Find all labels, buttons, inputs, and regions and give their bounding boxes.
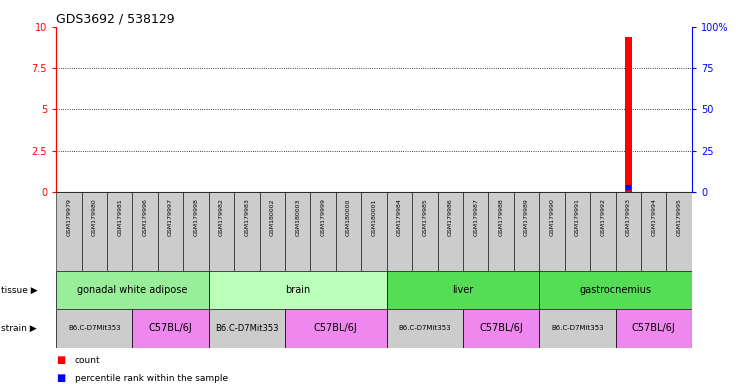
Text: GSM179991: GSM179991 [575, 198, 580, 236]
Bar [387, 309, 463, 348]
Bar [539, 192, 565, 271]
Text: GSM179981: GSM179981 [117, 198, 122, 236]
Text: GSM179995: GSM179995 [677, 198, 681, 236]
Text: GSM179990: GSM179990 [550, 198, 554, 236]
Text: GSM179986: GSM179986 [448, 198, 453, 236]
Text: GSM179993: GSM179993 [626, 198, 631, 236]
Text: C57BL/6J: C57BL/6J [314, 323, 358, 333]
Bar [56, 271, 209, 309]
Bar [310, 192, 336, 271]
Text: GSM179998: GSM179998 [194, 198, 198, 236]
Text: B6.C-D7Mit353: B6.C-D7Mit353 [215, 324, 278, 333]
Bar [514, 192, 539, 271]
Bar [641, 192, 666, 271]
Text: GSM179989: GSM179989 [524, 198, 529, 236]
Bar [666, 192, 692, 271]
Bar [158, 192, 183, 271]
Text: percentile rank within the sample: percentile rank within the sample [75, 374, 228, 383]
Bar [132, 309, 209, 348]
Bar [616, 309, 692, 348]
Text: GSM179983: GSM179983 [245, 198, 249, 236]
Text: GSM180002: GSM180002 [270, 198, 275, 236]
Bar [438, 192, 463, 271]
Bar [107, 192, 132, 271]
Text: GSM179997: GSM179997 [168, 198, 173, 236]
Text: GSM180003: GSM180003 [295, 198, 300, 236]
Text: count: count [75, 356, 100, 365]
Bar [387, 271, 539, 309]
Text: GSM179994: GSM179994 [652, 198, 656, 236]
Bar [361, 192, 387, 271]
Bar [209, 309, 285, 348]
Text: GSM179984: GSM179984 [397, 198, 402, 236]
Bar [82, 192, 107, 271]
Text: GSM179985: GSM179985 [423, 198, 427, 236]
Bar [565, 192, 590, 271]
Text: GSM179987: GSM179987 [473, 198, 478, 236]
Bar [387, 192, 412, 271]
Text: B6.C-D7Mit353: B6.C-D7Mit353 [551, 325, 604, 331]
Bar [56, 192, 82, 271]
Text: GSM179988: GSM179988 [499, 198, 503, 236]
Text: ■: ■ [56, 355, 65, 365]
Text: gonadal white adipose: gonadal white adipose [77, 285, 188, 295]
Text: C57BL/6J: C57BL/6J [479, 323, 523, 333]
Bar [285, 192, 310, 271]
Bar [209, 192, 234, 271]
Bar [56, 309, 132, 348]
Text: GSM179999: GSM179999 [321, 198, 325, 236]
Text: brain: brain [285, 285, 310, 295]
Bar [183, 192, 209, 271]
Bar [488, 192, 514, 271]
Bar [625, 37, 632, 192]
Text: GSM179982: GSM179982 [219, 198, 224, 236]
Text: tissue ▶: tissue ▶ [1, 285, 38, 295]
Text: C57BL/6J: C57BL/6J [632, 323, 675, 333]
Text: GDS3692 / 538129: GDS3692 / 538129 [56, 13, 175, 26]
Text: GSM180001: GSM180001 [372, 198, 376, 236]
Text: GSM179980: GSM179980 [92, 198, 96, 236]
Bar [590, 192, 616, 271]
Text: ■: ■ [56, 373, 65, 383]
Text: liver: liver [453, 285, 473, 295]
Bar [132, 192, 158, 271]
Text: B6.C-D7Mit353: B6.C-D7Mit353 [68, 325, 120, 331]
Bar [412, 192, 438, 271]
Bar [539, 309, 616, 348]
Bar [336, 192, 361, 271]
Bar [260, 192, 285, 271]
Text: C57BL/6J: C57BL/6J [149, 323, 192, 333]
Text: GSM180000: GSM180000 [346, 198, 351, 236]
Text: B6.C-D7Mit353: B6.C-D7Mit353 [399, 325, 451, 331]
Bar [616, 192, 641, 271]
Text: GSM179996: GSM179996 [143, 198, 147, 236]
Bar [463, 309, 539, 348]
Bar [539, 271, 692, 309]
Text: GSM179992: GSM179992 [601, 198, 605, 236]
Bar [463, 192, 488, 271]
Text: gastrocnemius: gastrocnemius [580, 285, 652, 295]
Text: GSM179979: GSM179979 [67, 198, 71, 236]
Bar [234, 192, 260, 271]
Text: strain ▶: strain ▶ [1, 324, 37, 333]
Bar [285, 309, 387, 348]
Bar [209, 271, 387, 309]
